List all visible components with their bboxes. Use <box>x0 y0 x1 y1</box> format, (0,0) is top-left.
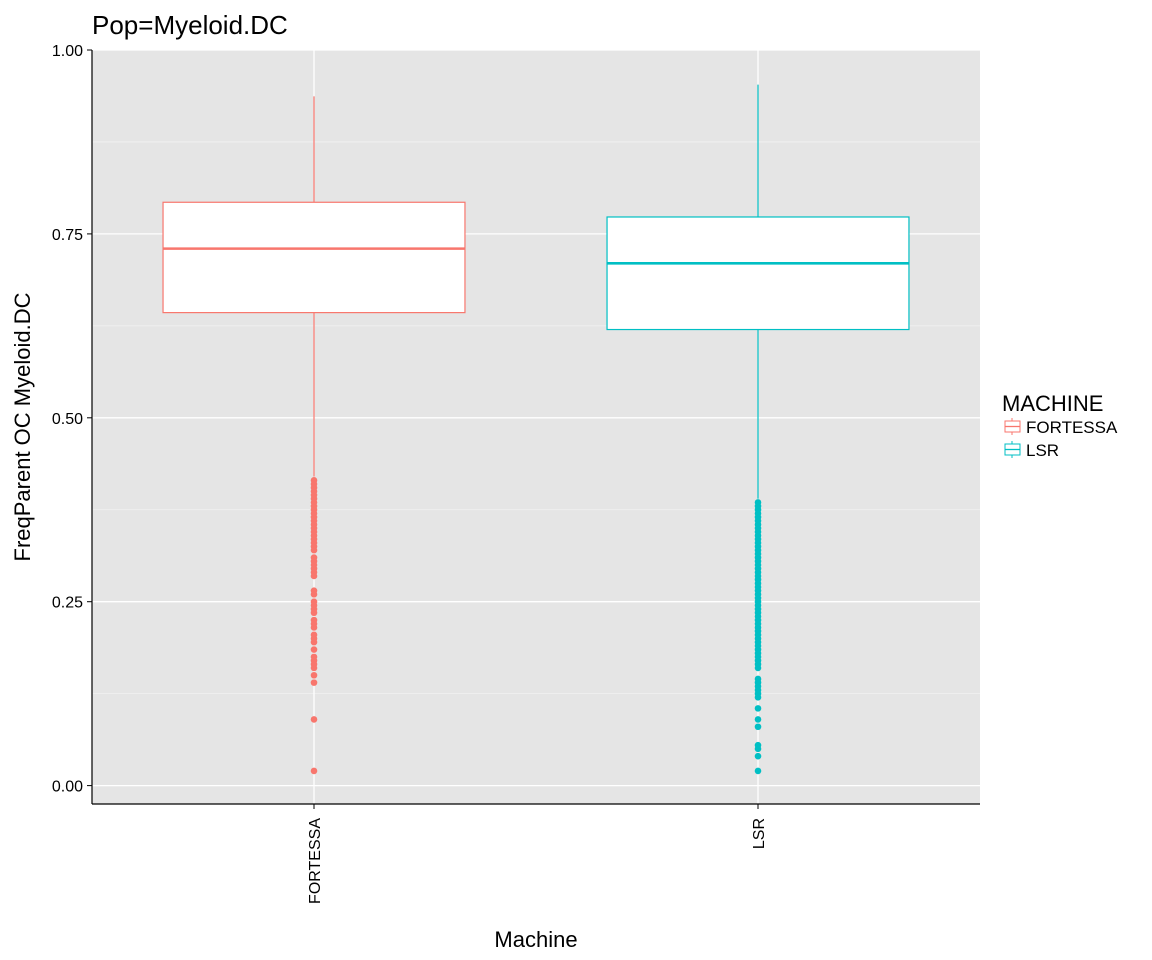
outlier-point <box>754 723 762 731</box>
outlier-point <box>310 609 318 617</box>
y-tick-label: 0.00 <box>52 779 83 796</box>
outlier-point <box>310 638 318 646</box>
x-axis-title: Machine <box>494 927 577 952</box>
box-iqr <box>606 216 910 331</box>
x-axis-ticks: FORTESSA LSR <box>307 804 768 904</box>
outlier-point <box>310 767 318 775</box>
boxplot-lsr <box>606 84 910 775</box>
box-iqr <box>162 201 466 314</box>
y-axis-ticks: 0.00 0.25 0.50 0.75 1.00 <box>52 43 92 796</box>
outlier-point <box>310 671 318 679</box>
outlier-point <box>310 624 318 631</box>
legend-label: FORTESSA <box>1026 418 1118 437</box>
x-tick-label: FORTESSA <box>307 818 324 904</box>
y-tick-label: 1.00 <box>52 43 83 60</box>
outlier-point <box>754 752 762 760</box>
legend-label: LSR <box>1026 441 1059 460</box>
legend-key-lsr <box>1004 441 1021 458</box>
legend: MACHINE FORTESSA LSR <box>1002 391 1118 460</box>
outlier-point <box>310 572 318 580</box>
outlier-point <box>754 716 762 723</box>
outlier-point <box>310 546 318 554</box>
y-tick-label: 0.75 <box>52 227 83 244</box>
y-tick-label: 0.50 <box>52 411 83 428</box>
x-tick-label: LSR <box>751 818 768 849</box>
y-axis-title: FreqParent OC Myeloid.DC <box>10 292 35 561</box>
outlier-point <box>754 767 762 775</box>
boxplots <box>162 84 910 775</box>
boxplot-fortessa <box>162 96 466 775</box>
outlier-point <box>754 694 762 701</box>
outlier-point <box>754 664 762 672</box>
legend-title: MACHINE <box>1002 391 1103 416</box>
outlier-point <box>310 664 318 672</box>
plot-panel <box>92 50 980 804</box>
outlier-point <box>754 745 762 753</box>
legend-key-fortessa <box>1004 418 1021 435</box>
y-tick-label: 0.25 <box>52 595 83 612</box>
outlier-point <box>310 716 318 723</box>
outlier-point <box>310 646 318 653</box>
chart-title: Pop=Myeloid.DC <box>92 10 288 40</box>
outlier-point <box>310 679 318 686</box>
outlier-point <box>754 705 762 712</box>
outlier-point <box>310 591 318 598</box>
